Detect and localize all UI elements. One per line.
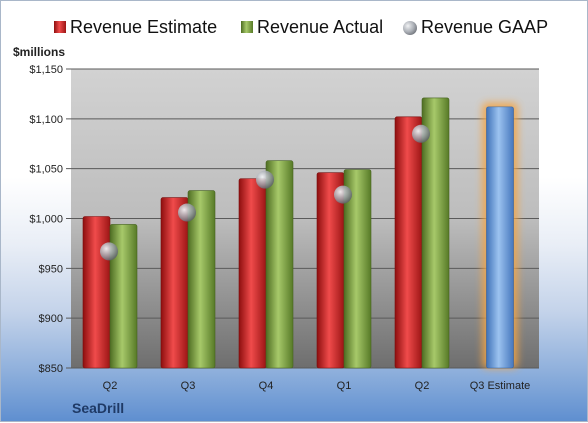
- y-tick-label: $900: [39, 313, 63, 325]
- company-name: SeaDrill: [72, 400, 125, 416]
- legend-swatch-revenue-actual: [241, 21, 253, 33]
- bar-revenue-actual: [343, 169, 372, 369]
- bar-revenue-estimate: [238, 178, 267, 369]
- units-label: $millions: [13, 45, 66, 59]
- bar-revenue-actual: [109, 224, 138, 369]
- bar-revenue-actual: [421, 97, 450, 369]
- x-axis-ticks: Q2 Q3 Q4 Q1 Q2 Q3 Estimate: [103, 380, 531, 392]
- bar-forecast: [486, 106, 514, 369]
- marker-revenue-gaap: [334, 185, 352, 204]
- legend-label-revenue-actual: Revenue Actual: [257, 17, 383, 37]
- bars: [82, 97, 518, 369]
- marker-revenue-gaap: [412, 124, 430, 143]
- marker-revenue-gaap: [178, 203, 196, 222]
- y-tick-label: $1,100: [29, 114, 63, 126]
- x-tick-label: Q1: [337, 380, 352, 392]
- bar-revenue-actual: [187, 190, 216, 369]
- gridlines: [66, 68, 539, 369]
- legend: Revenue Estimate Revenue Actual Revenue …: [54, 17, 548, 37]
- x-tick-label: Q2: [103, 380, 118, 392]
- x-tick-label: Q4: [259, 380, 274, 392]
- legend-label-revenue-estimate: Revenue Estimate: [70, 17, 217, 37]
- legend-label-revenue-gaap: Revenue GAAP: [421, 17, 548, 37]
- gaap-markers: [100, 124, 430, 261]
- marker-revenue-gaap: [100, 242, 118, 261]
- y-tick-label: $1,150: [29, 64, 63, 76]
- y-tick-label: $1,050: [29, 164, 63, 176]
- y-tick-label: $950: [39, 263, 63, 275]
- y-axis-ticks: $850 $900 $950 $1,000 $1,050 $1,100 $1,150: [29, 64, 63, 375]
- bar-revenue-actual: [265, 160, 294, 369]
- marker-revenue-gaap: [256, 170, 274, 189]
- bar-revenue-estimate: [394, 116, 423, 369]
- y-tick-label: $850: [39, 363, 63, 375]
- x-tick-label: Q3: [181, 380, 196, 392]
- x-tick-label: Q2: [415, 380, 430, 392]
- x-tick-label: Q3 Estimate: [470, 380, 531, 392]
- bar-revenue-estimate: [82, 216, 111, 369]
- y-tick-label: $1,000: [29, 214, 63, 226]
- legend-swatch-revenue-gaap: [403, 21, 417, 35]
- bar-revenue-estimate: [160, 197, 189, 369]
- legend-swatch-revenue-estimate: [54, 21, 66, 33]
